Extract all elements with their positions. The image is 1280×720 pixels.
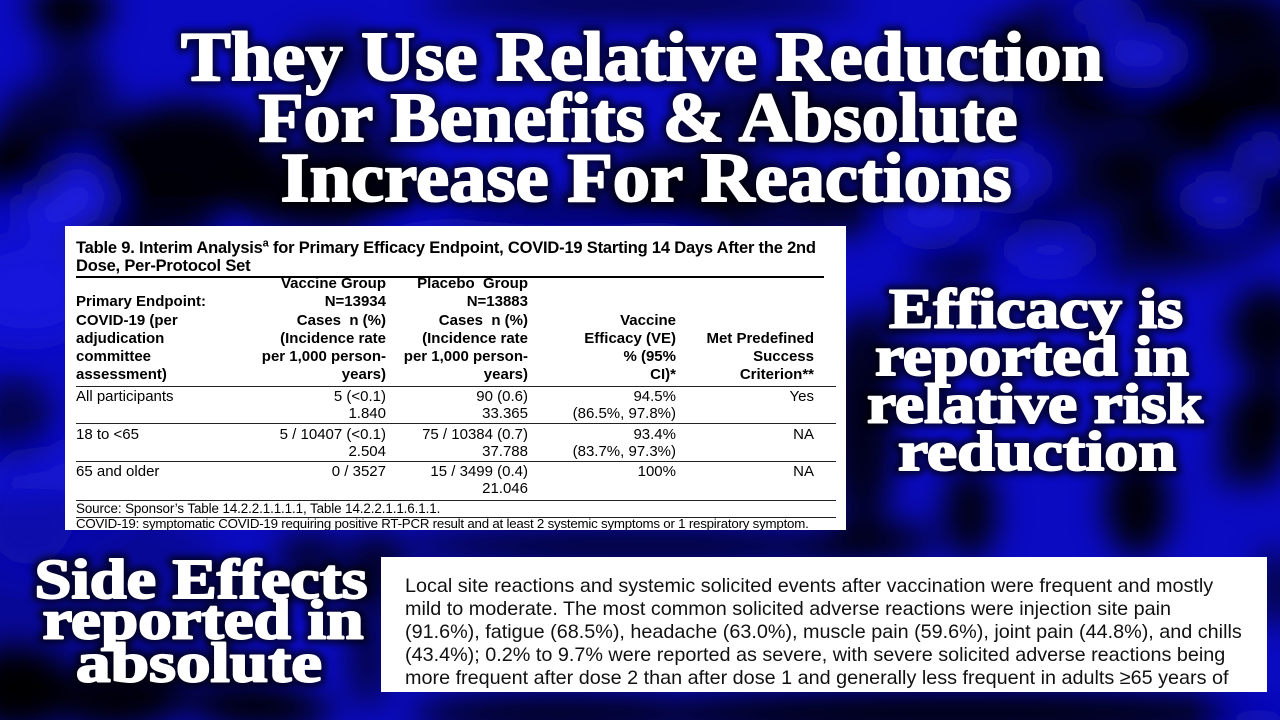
svg-text:reported in: reported in: [43, 589, 364, 651]
svg-text:Efficacy is: Efficacy is: [889, 279, 1183, 341]
svg-text:For Benefits & Absolute: For Benefits & Absolute: [259, 80, 1018, 157]
svg-text:Increase For Reactions: Increase For Reactions: [281, 140, 1012, 217]
svg-text:Increase For Reactions: Increase For Reactions: [281, 140, 1012, 217]
svg-text:absolute: absolute: [76, 633, 322, 695]
svg-text:They Use Relative Reduction: They Use Relative Reduction: [181, 19, 1103, 96]
svg-text:reported in: reported in: [875, 326, 1189, 388]
svg-text:relative risk: relative risk: [867, 373, 1204, 435]
svg-text:Side Effects: Side Effects: [35, 549, 368, 611]
svg-text:Side Effects: Side Effects: [35, 549, 368, 611]
svg-text:reported in: reported in: [43, 589, 364, 651]
svg-text:reported in: reported in: [875, 326, 1189, 388]
svg-text:For Benefits & Absolute: For Benefits & Absolute: [259, 80, 1018, 157]
svg-text:Efficacy is: Efficacy is: [889, 279, 1183, 341]
svg-text:reduction: reduction: [898, 421, 1176, 483]
svg-text:absolute: absolute: [76, 633, 322, 695]
svg-text:reduction: reduction: [898, 421, 1176, 483]
svg-text:relative risk: relative risk: [867, 373, 1204, 435]
svg-text:They Use Relative Reduction: They Use Relative Reduction: [181, 19, 1103, 96]
